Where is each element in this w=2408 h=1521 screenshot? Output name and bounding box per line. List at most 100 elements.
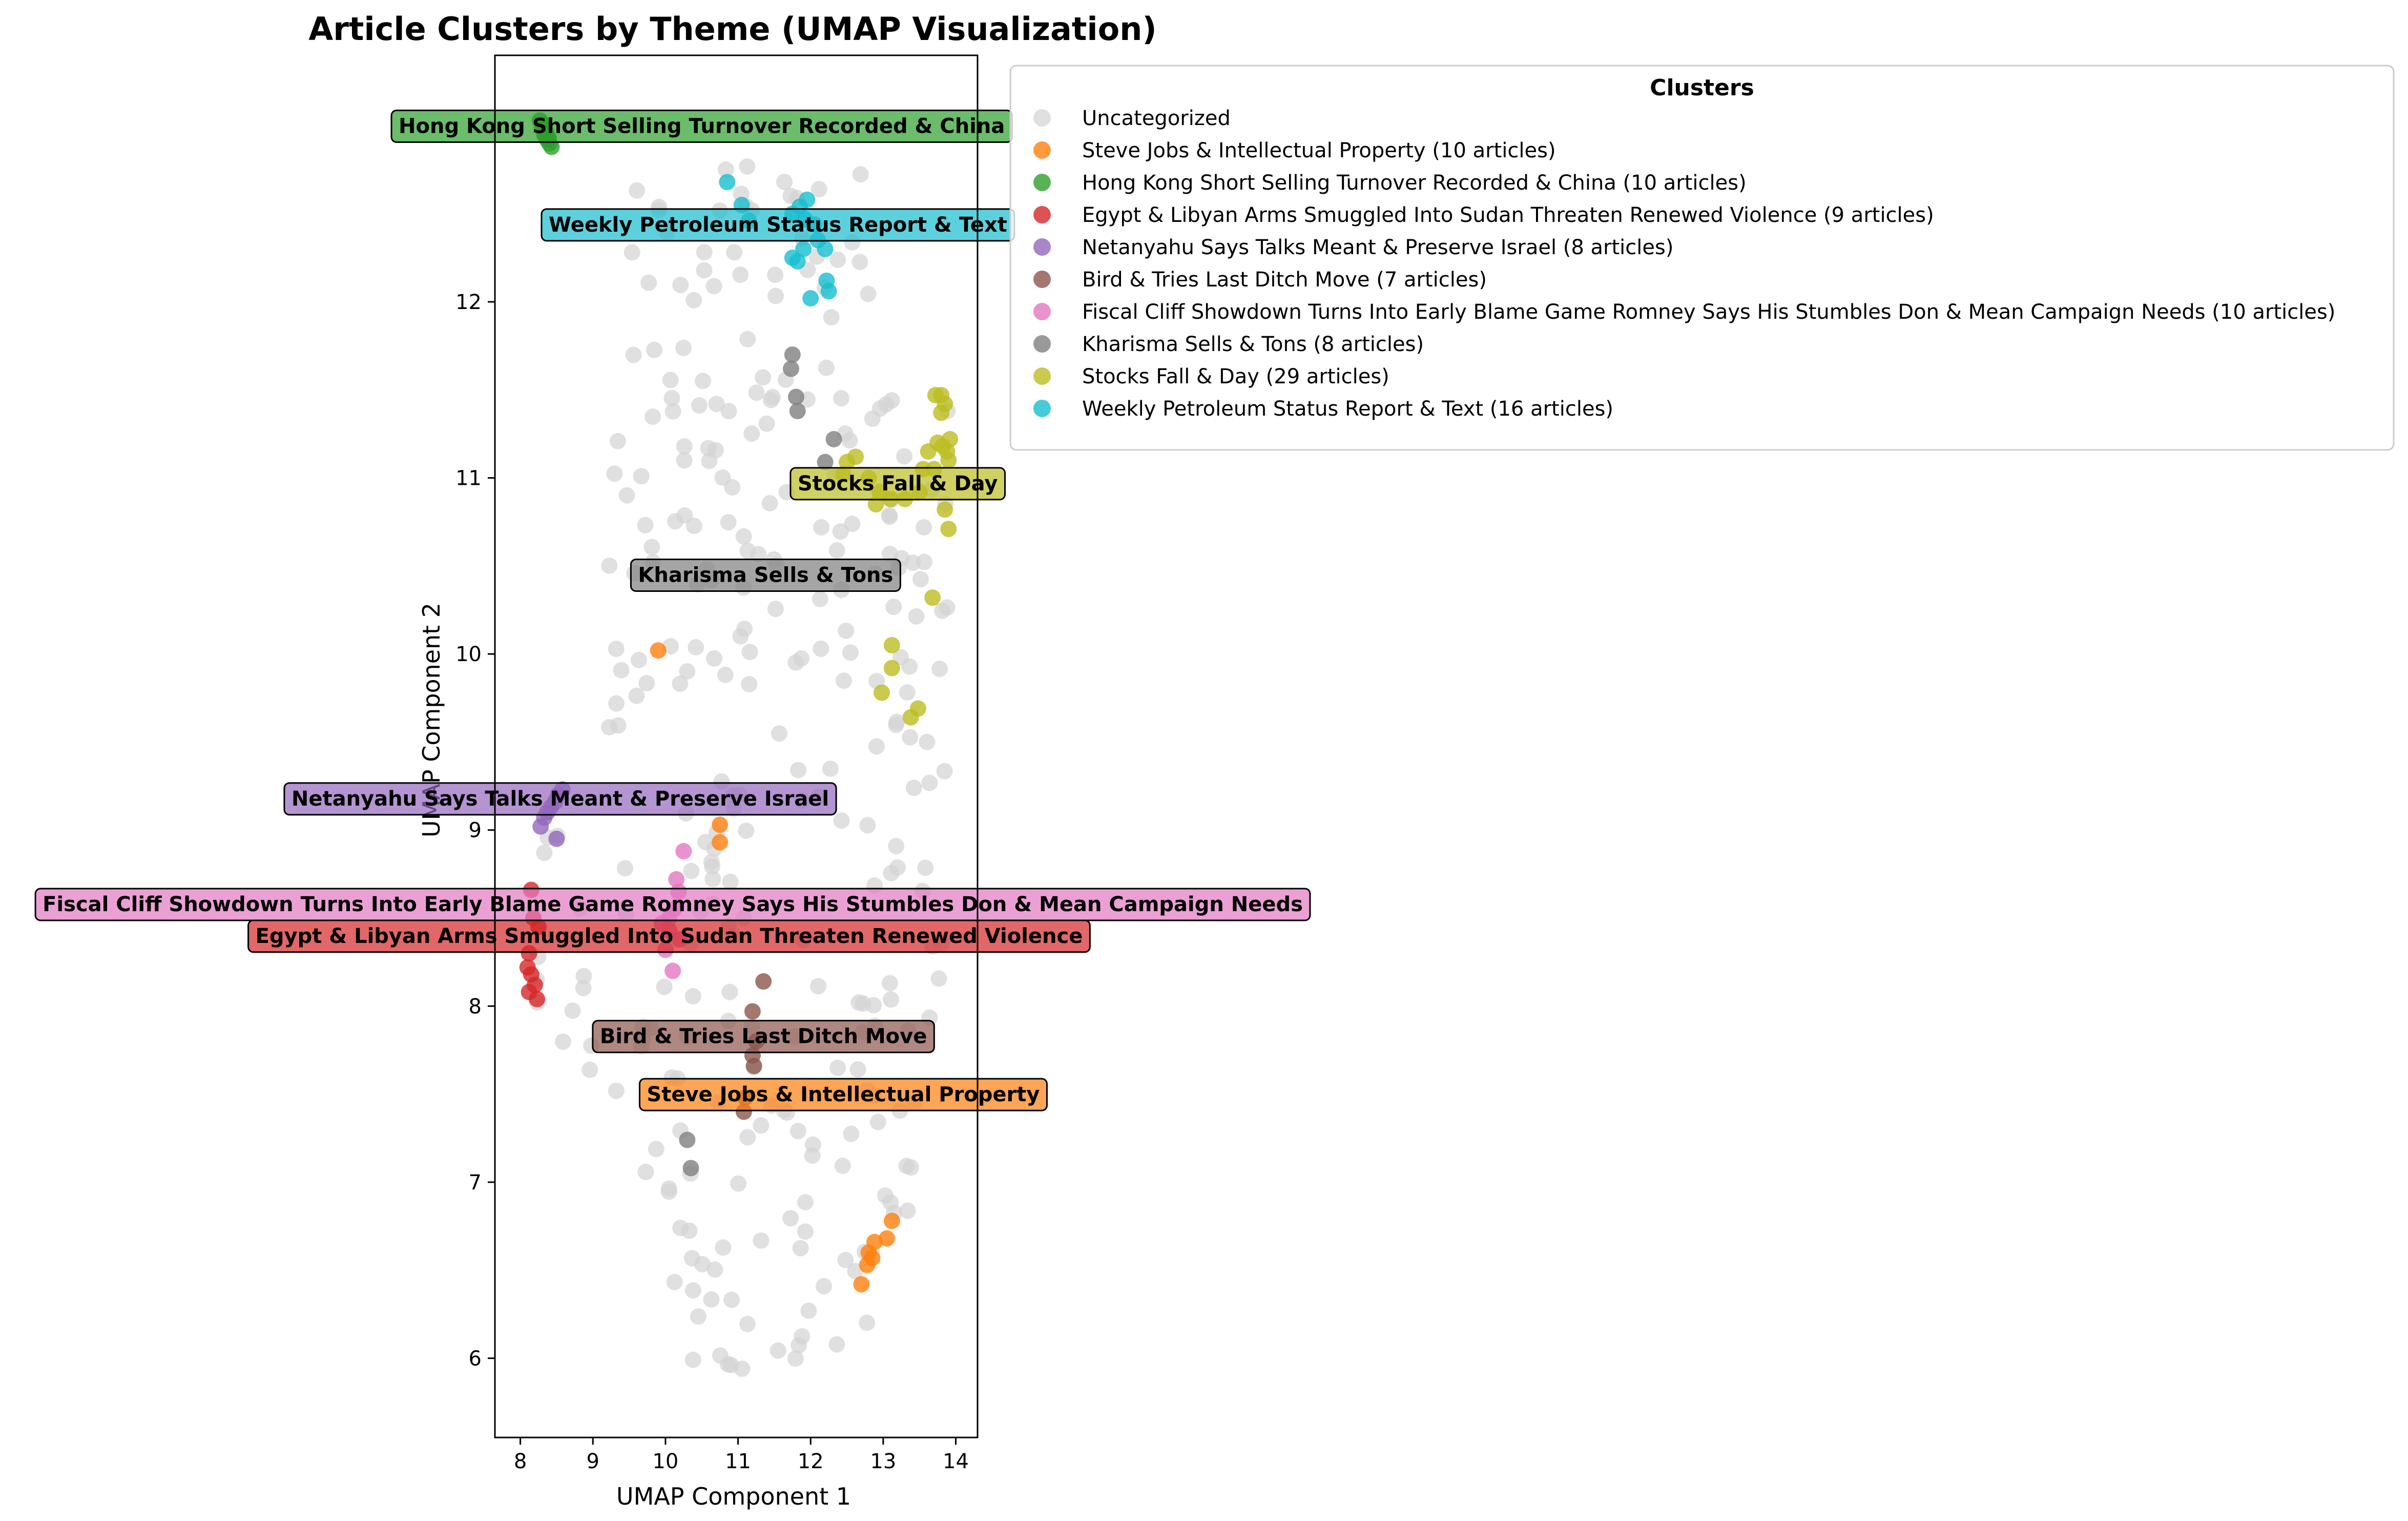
uncategorized-point bbox=[638, 675, 655, 692]
uncategorized-point bbox=[852, 254, 868, 271]
uncategorized-point bbox=[792, 1240, 809, 1257]
uncategorized-point bbox=[616, 860, 633, 877]
legend-label: Uncategorized bbox=[1082, 107, 1231, 130]
uncategorized-point bbox=[899, 684, 916, 701]
uncategorized-point bbox=[564, 1002, 581, 1019]
uncategorized-point bbox=[864, 410, 881, 427]
uncategorized-point bbox=[705, 650, 722, 667]
uncategorized-point bbox=[646, 341, 663, 358]
cluster-8-point bbox=[839, 454, 856, 470]
uncategorized-point bbox=[755, 369, 772, 386]
uncategorized-point bbox=[732, 266, 749, 283]
y-tick-label: 10 bbox=[455, 643, 482, 666]
uncategorized-point bbox=[888, 713, 905, 730]
x-tick-label: 9 bbox=[587, 1450, 599, 1473]
uncategorized-point bbox=[869, 1114, 886, 1131]
cluster-1-point bbox=[866, 1234, 883, 1250]
uncategorized-point bbox=[660, 1183, 677, 1200]
uncategorized-point bbox=[885, 599, 902, 615]
cluster-2-annotation: Hong Kong Short Selling Turnover Recorde… bbox=[390, 109, 1013, 143]
uncategorized-point bbox=[828, 542, 845, 559]
uncategorized-point bbox=[637, 1163, 654, 1180]
uncategorized-point bbox=[601, 719, 618, 736]
legend-label: Hong Kong Short Selling Turnover Recorde… bbox=[1082, 171, 1747, 195]
uncategorized-point bbox=[721, 983, 738, 1000]
uncategorized-point bbox=[917, 859, 934, 876]
legend-entry: Egypt & Libyan Arms Smuggled Into Sudan … bbox=[1033, 203, 1934, 227]
cluster-6-annotation: Fiscal Cliff Showdown Turns Into Early B… bbox=[34, 888, 1311, 921]
uncategorized-point bbox=[832, 523, 849, 540]
uncategorized-point bbox=[905, 779, 922, 796]
annotation-box bbox=[34, 888, 1311, 921]
uncategorized-point bbox=[881, 507, 898, 524]
legend-entry: Uncategorized bbox=[1033, 107, 1231, 130]
uncategorized-point bbox=[683, 862, 700, 879]
uncategorized-point bbox=[741, 644, 758, 661]
cluster-9-point bbox=[817, 240, 834, 257]
uncategorized-point bbox=[629, 182, 646, 199]
uncategorized-point bbox=[684, 1282, 701, 1299]
uncategorized-point bbox=[822, 760, 839, 777]
uncategorized-point bbox=[810, 978, 827, 995]
uncategorized-point bbox=[743, 425, 760, 442]
uncategorized-point bbox=[694, 373, 711, 389]
legend: Clusters Uncategorized Steve Jobs & Intell… bbox=[1009, 65, 2395, 451]
cluster-8-annotation: Stocks Fall & Day bbox=[790, 467, 1006, 501]
annotation-text: Bird & Tries Last Ditch Move bbox=[600, 1025, 927, 1049]
uncategorized-point bbox=[782, 188, 799, 204]
uncategorized-point bbox=[843, 1125, 860, 1142]
uncategorized-point bbox=[736, 621, 753, 638]
uncategorized-point bbox=[608, 1082, 625, 1099]
uncategorized-point bbox=[811, 181, 827, 198]
plot-frame bbox=[494, 54, 979, 1438]
x-tick-label: 10 bbox=[652, 1450, 678, 1473]
cluster-9-point bbox=[820, 283, 837, 300]
cluster-5-point bbox=[744, 1003, 761, 1020]
cluster-7-point bbox=[784, 346, 801, 363]
y-tick-label: 8 bbox=[469, 995, 482, 1018]
uncategorized-point bbox=[912, 571, 929, 588]
uncategorized-point bbox=[696, 244, 713, 261]
uncategorized-point bbox=[761, 495, 778, 511]
uncategorized-point bbox=[575, 968, 592, 984]
uncategorized-point bbox=[717, 666, 734, 683]
uncategorized-point bbox=[696, 262, 713, 279]
uncategorized-point bbox=[722, 873, 739, 890]
annotation-box bbox=[592, 1020, 935, 1054]
annotation-box bbox=[630, 559, 901, 592]
legend-entry: Steve Jobs & Intellectual Property (10 a… bbox=[1033, 139, 1556, 162]
uncategorized-point bbox=[705, 278, 722, 295]
uncategorized-point bbox=[703, 1291, 720, 1308]
legend-entry: Kharisma Sells & Tons (8 articles) bbox=[1033, 333, 1424, 356]
uncategorized-point bbox=[813, 519, 830, 536]
legend-entry: Hong Kong Short Selling Turnover Recorde… bbox=[1033, 171, 1747, 195]
cluster-9-point bbox=[799, 191, 816, 208]
cluster-7-annotation: Kharisma Sells & Tons bbox=[630, 559, 901, 592]
chart-title: Article Clusters by Theme (UMAP Visualiz… bbox=[308, 10, 1157, 48]
x-tick-label: 11 bbox=[725, 1450, 751, 1473]
cluster-1-point bbox=[853, 1276, 870, 1293]
uncategorized-point bbox=[838, 622, 855, 639]
uncategorized-point bbox=[901, 658, 918, 675]
uncategorized-point bbox=[608, 695, 625, 712]
uncategorized-point bbox=[844, 516, 861, 532]
annotation-text: Netanyahu Says Talks Meant & Preserve Is… bbox=[292, 787, 829, 811]
uncategorized-point bbox=[813, 641, 829, 657]
uncategorized-point bbox=[767, 287, 784, 304]
uncategorized-point bbox=[676, 438, 693, 455]
annotation-text: Egypt & Libyan Arms Smuggled Into Sudan … bbox=[256, 924, 1083, 948]
uncategorized-point bbox=[794, 1328, 811, 1345]
cluster-6-point bbox=[675, 842, 692, 859]
y-tick-label: 7 bbox=[469, 1171, 482, 1195]
uncategorized-point bbox=[739, 1129, 756, 1146]
uncategorized-point bbox=[883, 392, 900, 409]
uncategorized-point bbox=[726, 244, 743, 261]
legend-entry: Weekly Petroleum Status Report & Text (1… bbox=[1033, 397, 1613, 421]
uncategorized-point bbox=[908, 608, 925, 625]
uncategorized-point bbox=[833, 812, 850, 829]
cluster-8-point bbox=[937, 501, 953, 518]
annotation-text: Weekly Petroleum Status Report & Text bbox=[549, 213, 1007, 237]
uncategorized-point bbox=[859, 817, 876, 834]
uncategorized-point bbox=[930, 970, 947, 987]
